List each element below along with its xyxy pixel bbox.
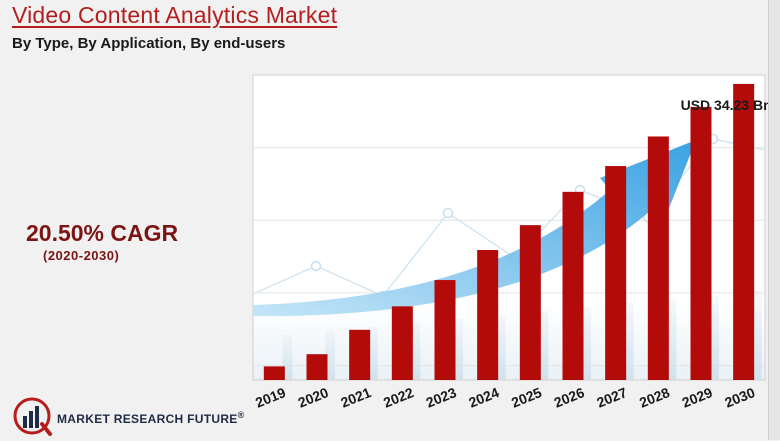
decorative-ghost-bar xyxy=(367,327,378,380)
bar-2030 xyxy=(733,83,755,381)
x-tick-label: 2025 xyxy=(509,384,544,411)
chart-title: Video Content Analytics Market xyxy=(12,2,338,28)
page-edge xyxy=(768,0,780,440)
decorative-ghost-bar xyxy=(495,315,506,380)
bar-2024 xyxy=(477,250,499,380)
x-tick-label: 2024 xyxy=(466,384,501,411)
brand-name: MARKET RESEARCH FUTURE® xyxy=(57,410,245,426)
decorative-ghost-bar xyxy=(282,335,293,380)
cagr-value: 20.50% CAGR xyxy=(26,220,179,246)
bar-2028 xyxy=(647,136,669,380)
x-tick-label: 2022 xyxy=(381,384,416,411)
x-tick-label: 2020 xyxy=(296,384,331,411)
decorative-trend-point xyxy=(442,207,454,219)
bar-2022 xyxy=(391,306,413,380)
cagr-period: (2020-2030) xyxy=(43,248,120,263)
decorative-ghost-bar xyxy=(751,291,762,380)
bar-2020 xyxy=(306,354,328,380)
decorative-ghost-bar xyxy=(581,307,591,380)
decorative-ghost-bar xyxy=(325,331,335,380)
x-tick-label: 2027 xyxy=(594,384,629,411)
bar-2025 xyxy=(519,225,541,380)
bar-2027 xyxy=(605,166,627,380)
annotations: USD 34.23 Bn xyxy=(681,97,772,113)
x-axis-ticks: 2019 2020 2021 2022 2023 2024 2025 2026 2027 2028… xyxy=(253,384,757,411)
x-tick-label: 2028 xyxy=(637,384,672,411)
bar-2021 xyxy=(349,329,371,380)
x-tick-label: 2019 xyxy=(253,384,288,411)
x-tick-label: 2029 xyxy=(680,384,715,411)
decorative-ghost-bar xyxy=(666,299,677,380)
x-tick-label: 2030 xyxy=(722,384,757,411)
plot-area xyxy=(252,74,766,381)
bar-2019 xyxy=(263,366,285,380)
registered-mark: ® xyxy=(237,410,245,420)
value-annotation: USD 34.23 Bn xyxy=(681,97,772,113)
decorative-trend-point xyxy=(310,260,322,272)
x-tick-label: 2021 xyxy=(338,384,373,411)
brand-name-text: MARKET RESEARCH FUTURE xyxy=(57,412,238,426)
decorative-ghost-bar xyxy=(453,319,463,380)
decorative-ghost-bar xyxy=(410,323,421,380)
decorative-ghost-bar xyxy=(623,303,634,380)
decorative-ghost-bar xyxy=(709,295,719,380)
bar-2029 xyxy=(690,106,712,381)
chart-subtitle: By Type, By Application, By end-users xyxy=(12,35,286,52)
brand-logo-icon xyxy=(12,396,54,441)
x-tick-label: 2023 xyxy=(424,384,459,411)
decorative-ghost-bar xyxy=(538,311,549,380)
bar-2026 xyxy=(562,191,584,380)
x-tick-label: 2026 xyxy=(552,384,587,411)
bars xyxy=(263,83,755,381)
bar-2023 xyxy=(434,280,456,380)
plot-background xyxy=(252,74,766,381)
